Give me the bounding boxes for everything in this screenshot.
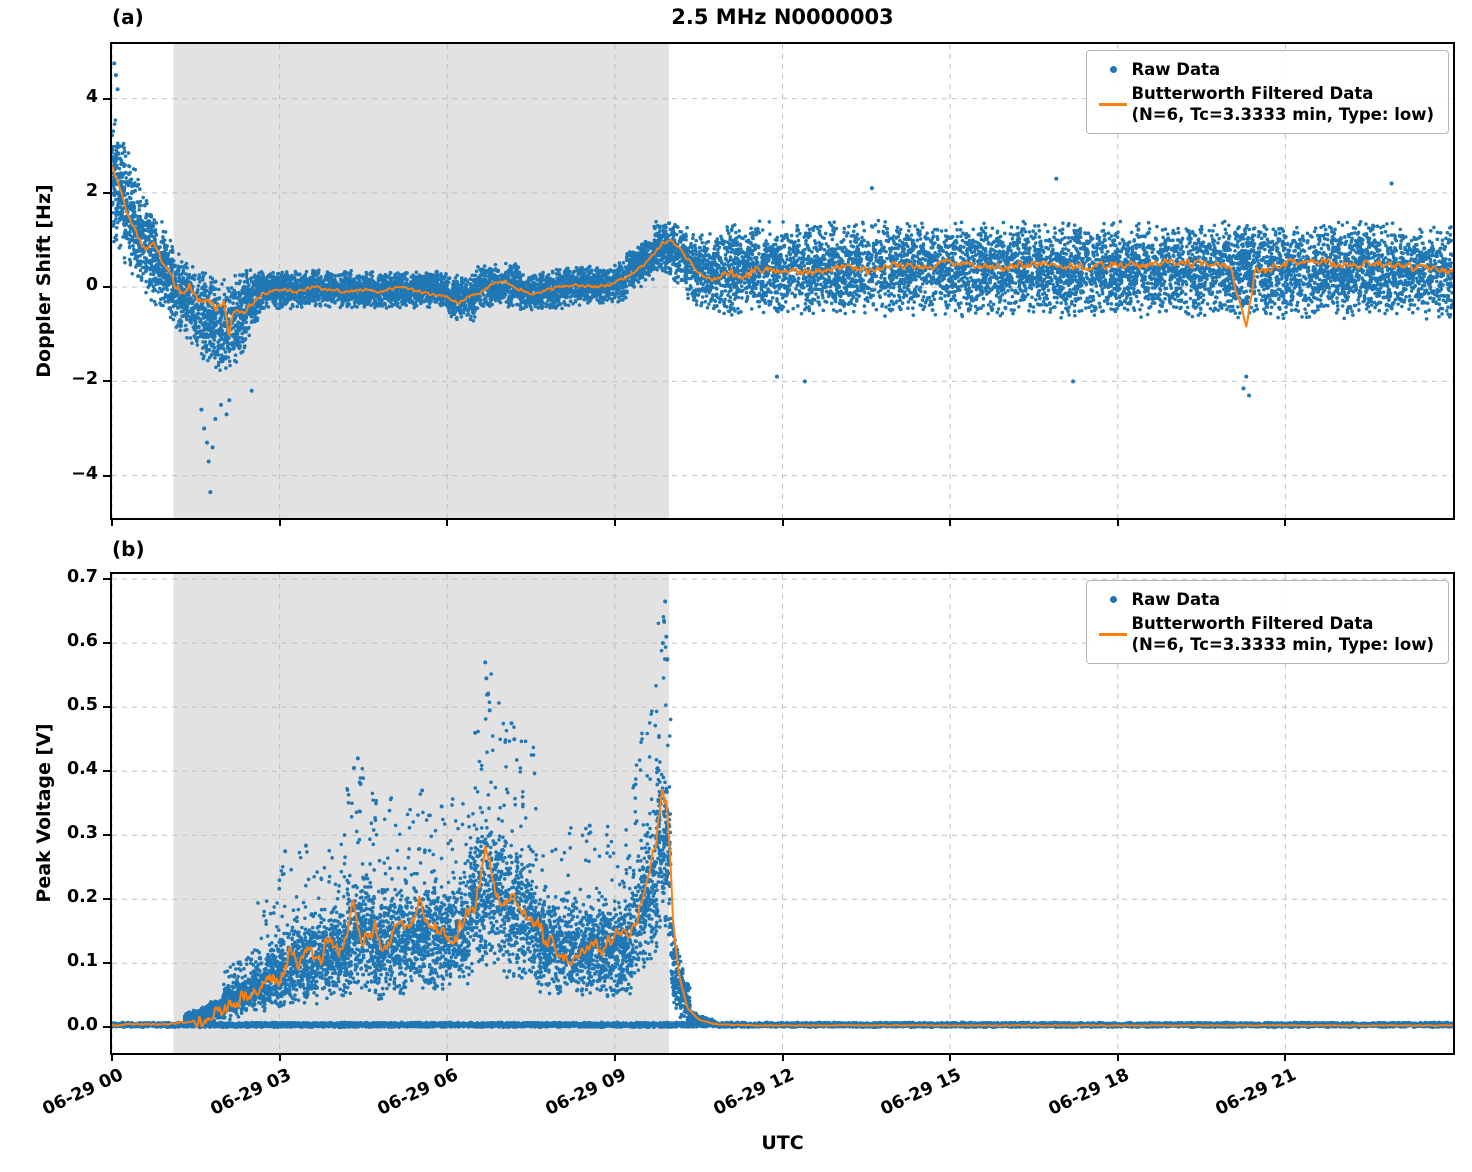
x-tick-label: 06-29 15 (877, 1065, 965, 1120)
filtered-data-label-line1: Butterworth Filtered Data (1131, 614, 1374, 634)
y-tick-label: 0.6 (66, 631, 98, 652)
y-tick-mark (103, 286, 110, 289)
x-tick-label: 06-29 18 (1045, 1065, 1133, 1120)
y-tick-label: 0.0 (66, 1015, 98, 1036)
x-tick-mark (278, 520, 281, 526)
panel-b-ylabel: Peak Voltage [V] (33, 723, 55, 903)
x-tick-mark (613, 520, 616, 526)
x-tick-mark (613, 1055, 616, 1061)
x-tick-label: 06-29 00 (39, 1065, 127, 1120)
y-tick-mark (103, 898, 110, 901)
panel-a-label: (a) (112, 5, 144, 29)
filtered-data-label-line2: (N=6, Tc=3.3333 min, Type: low) (1131, 105, 1434, 125)
panel-a-legend: Raw Data Butterworth Filtered Data (N=6,… (1086, 50, 1449, 135)
y-tick-mark (103, 706, 110, 709)
x-tick-label: 06-29 12 (710, 1065, 797, 1120)
legend-item-filtered-data: Butterworth Filtered Data (N=6, Tc=3.333… (1095, 83, 1434, 125)
filtered-line-marker (1095, 102, 1131, 106)
y-tick-label: 0.1 (66, 951, 98, 972)
y-tick-mark (103, 1026, 110, 1029)
legend-item-raw-data: Raw Data (1095, 59, 1434, 80)
x-tick-label: 06-29 06 (374, 1065, 462, 1120)
y-tick-mark (103, 770, 110, 773)
raw-data-label: Raw Data (1131, 590, 1221, 609)
x-tick-mark (781, 1055, 784, 1061)
x-axis-label: UTC (761, 1132, 804, 1154)
x-tick-mark (949, 520, 952, 526)
y-tick-label: 0.7 (66, 567, 98, 588)
raw-data-label: Raw Data (1131, 60, 1221, 79)
filtered-data-label: Butterworth Filtered Data (N=6, Tc=3.333… (1131, 83, 1434, 125)
y-tick-mark (103, 834, 110, 837)
panel-b-label: (b) (112, 537, 145, 561)
filtered-data-label: Butterworth Filtered Data (N=6, Tc=3.333… (1131, 613, 1434, 655)
x-tick-mark (278, 1055, 281, 1061)
filtered-line-marker (1095, 632, 1131, 636)
x-tick-mark (781, 520, 784, 526)
raw-data-dot-icon (1109, 596, 1117, 604)
x-tick-label: 06-29 03 (207, 1065, 295, 1120)
x-tick-mark (446, 1055, 449, 1061)
filtered-data-label-line2: (N=6, Tc=3.3333 min, Type: low) (1131, 635, 1434, 655)
y-tick-mark (103, 191, 110, 194)
y-tick-mark (103, 578, 110, 581)
y-tick-mark (103, 962, 110, 965)
x-tick-label: 06-29 09 (542, 1065, 630, 1120)
y-tick-label: −4 (71, 463, 98, 484)
x-tick-mark (1284, 520, 1287, 526)
panel-a-ylabel: Doppler Shift [Hz] (33, 184, 55, 378)
filtered-line-icon (1099, 102, 1128, 106)
x-tick-mark (1116, 1055, 1119, 1061)
y-tick-label: 4 (85, 86, 98, 107)
legend-item-filtered-data: Butterworth Filtered Data (N=6, Tc=3.333… (1095, 613, 1434, 655)
y-tick-label: 0.5 (66, 695, 98, 716)
y-tick-mark (103, 380, 110, 383)
x-tick-mark (446, 520, 449, 526)
y-tick-mark (103, 642, 110, 645)
legend-item-raw-data: Raw Data (1095, 589, 1434, 610)
filtered-data-label-line1: Butterworth Filtered Data (1131, 84, 1374, 104)
x-tick-mark (111, 1055, 113, 1061)
panel-b-legend: Raw Data Butterworth Filtered Data (N=6,… (1086, 580, 1449, 665)
x-tick-mark (1116, 520, 1119, 526)
filtered-line-icon (1099, 632, 1128, 636)
raw-data-marker (1095, 596, 1131, 604)
x-tick-mark (1284, 1055, 1287, 1061)
raw-data-dot-icon (1109, 66, 1117, 74)
x-tick-mark (111, 520, 113, 526)
raw-data-marker (1095, 66, 1131, 74)
x-tick-label: 06-29 21 (1213, 1065, 1300, 1120)
y-tick-mark (103, 97, 110, 100)
y-tick-mark (103, 474, 110, 477)
figure-title: 2.5 MHz N0000003 (671, 5, 894, 29)
x-tick-mark (949, 1055, 952, 1061)
